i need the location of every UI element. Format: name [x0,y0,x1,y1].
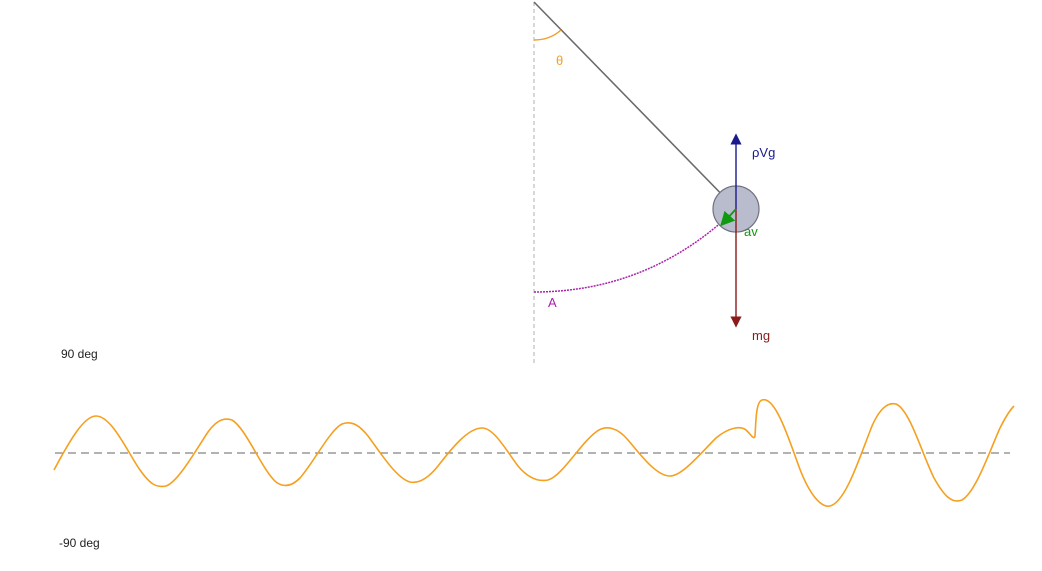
buoyancy-label: ρVg [752,145,775,160]
acceleration-arrow [720,208,737,227]
angle-label: θ [556,53,563,68]
amplitude-label: A [548,295,557,310]
weight-label: mg [752,328,770,343]
acceleration-label: av [744,224,758,239]
graph-min-label: -90 deg [59,536,100,550]
graph-max-label: 90 deg [61,347,98,361]
angle-arc [533,29,562,41]
pendulum-rope [533,1,737,210]
amplitude-arc [533,208,737,293]
angle-trace [53,399,1015,507]
